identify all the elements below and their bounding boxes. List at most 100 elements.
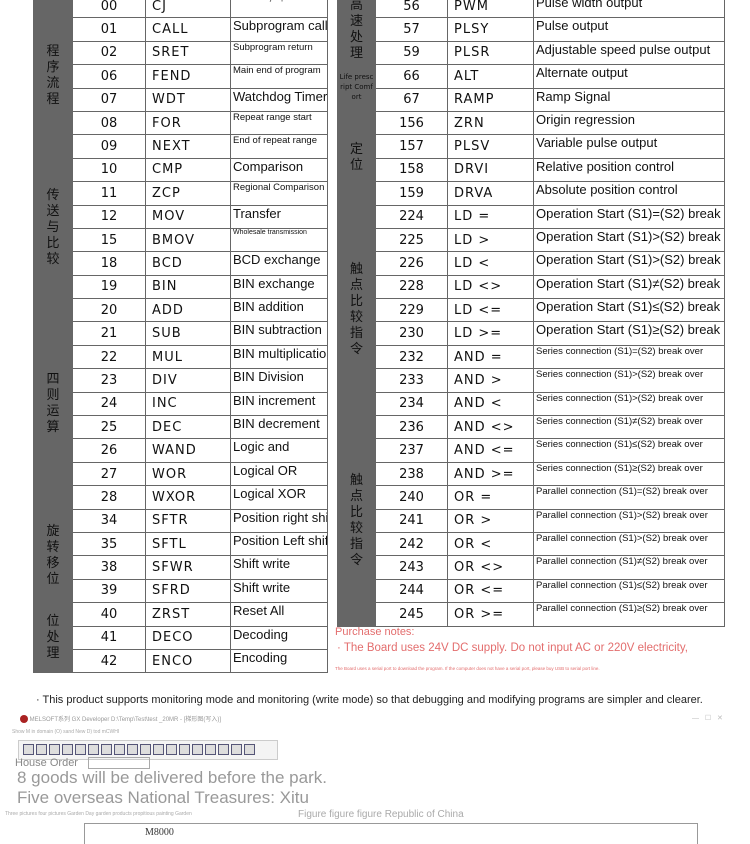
table-row: 242 OR < Parallel connection (S1)>(S2) bre…: [338, 531, 725, 557]
instruction-description: Logical XOR: [230, 485, 328, 510]
instruction-number: 234: [375, 391, 448, 417]
instruction-number: 10: [72, 157, 146, 183]
instruction-description: Logic and: [230, 438, 328, 463]
instruction-number: 25: [72, 415, 146, 440]
instruction-description: Parallel connection (S1)≠(S2) break over: [533, 555, 725, 580]
group-label: 程序流程: [33, 0, 73, 159]
toolbar[interactable]: [18, 740, 278, 760]
instruction-mnemonic: DIV: [145, 368, 231, 393]
menu-bar[interactable]: Show M in domain (O) sand New D) tod mCW…: [12, 729, 120, 735]
instruction-mnemonic: LD <: [447, 251, 534, 276]
instruction-number: 244: [375, 578, 448, 604]
instruction-mnemonic: PLSR: [447, 40, 534, 66]
instruction-mnemonic: FEND: [145, 64, 231, 89]
instruction-mnemonic: ALT: [447, 64, 534, 89]
group-label: 旋转移位: [33, 508, 73, 604]
instruction-description: BIN addition: [230, 298, 328, 323]
instruction-number: 40: [72, 602, 146, 627]
ladder-cell: M8000: [145, 827, 174, 838]
instruction-number: 226: [375, 251, 448, 276]
instruction-description: BIN decrement: [230, 415, 328, 440]
group-label-text: 程序流程: [46, 44, 60, 108]
instruction-number: 157: [375, 134, 448, 159]
table-row: 59 PLSR Adjustable speed pulse output: [338, 40, 725, 66]
overlay-text-2: Five overseas National Treasures: Xitu: [17, 788, 309, 807]
group-label-text: 定位: [349, 142, 363, 174]
instruction-number: 12: [72, 204, 146, 229]
instruction-number: 229: [375, 298, 448, 323]
table-row: 06 FEND Main end of program: [34, 64, 328, 89]
instruction-description: Reset All: [230, 602, 328, 627]
instruction-number: 240: [375, 485, 448, 510]
instruction-table-left: 程序流程00CJConditional jump01CALLSubprogram…: [33, 0, 328, 674]
table-row: 12 MOV Transfer: [34, 204, 328, 229]
instruction-description: Alternate output: [533, 64, 725, 89]
instruction-description: Comparison: [230, 157, 328, 183]
instruction-description: Series connection (S1)≠(S2) break over: [533, 415, 725, 440]
overlay-small-text: Three pictures four pictures Garden Day …: [5, 811, 192, 817]
instruction-mnemonic: AND =: [447, 344, 534, 370]
table-row: 01 CALL Subprogram call: [34, 17, 328, 42]
group-label-text: 触点比较指令: [349, 262, 363, 358]
instruction-number: 28: [72, 485, 146, 510]
instruction-mnemonic: CMP: [145, 157, 231, 183]
instruction-mnemonic: CJ: [145, 0, 231, 19]
instruction-description: BIN multiplication: [230, 344, 328, 370]
instruction-mnemonic: ZRST: [145, 602, 231, 627]
instruction-description: Decoding: [230, 625, 328, 650]
table-row: 238 AND >= Series connection (S1)≥(S2) bre…: [338, 461, 725, 487]
instruction-mnemonic: PWM: [447, 0, 534, 19]
house-order-input[interactable]: [87, 757, 150, 770]
instruction-description: Parallel connection (S1)>(S2) break over: [533, 531, 725, 557]
house-order-select[interactable]: House Order: [15, 757, 150, 770]
instruction-number: 24: [72, 391, 146, 417]
instruction-mnemonic: PLSY: [447, 17, 534, 42]
group-label: 定位: [337, 110, 376, 206]
table-row: 41 DECO Decoding: [34, 625, 328, 650]
group-label: Life prescript Comfort: [337, 64, 376, 112]
table-row: 158 DRVI Relative position control: [338, 157, 725, 183]
instruction-description: Operation Start (S1)>(S2) break over: [533, 227, 725, 253]
instruction-number: 245: [375, 602, 448, 627]
table-row: 229 LD <= Operation Start (S1)≤(S2) break …: [338, 298, 725, 323]
instruction-number: 09: [72, 134, 146, 159]
ladder-area[interactable]: M8000: [84, 823, 698, 844]
window-controls[interactable]: — ☐ ✕: [692, 715, 723, 722]
group-label: 高速处理: [337, 0, 376, 66]
instruction-table-right: 高速处理 56 PWM Pulse width output 57 PLSY Pulse o…: [337, 0, 725, 627]
instruction-number: 06: [72, 64, 146, 89]
table-row: 234 AND < Series connection (S1)>(S2) brea…: [338, 391, 725, 417]
instruction-description: Conditional jump: [230, 0, 328, 19]
group-label-text: 高速处理: [349, 0, 363, 61]
window-title: MELSOFT系列 GX Developer D:\Temp\Test\test…: [20, 714, 222, 724]
instruction-number: 159: [375, 181, 448, 206]
instruction-number: 66: [375, 64, 448, 89]
table-row: 高速处理 56 PWM Pulse width output: [337, 0, 725, 66]
table-row: 25 DEC BIN decrement: [34, 415, 328, 440]
table-row: 245 OR >= Parallel connection (S1)≥(S2) br…: [338, 602, 725, 627]
instruction-description: Operation Start (S1)>(S2) break over: [533, 251, 725, 276]
instruction-description: Series connection (S1)≤(S2) break over: [533, 438, 725, 463]
instruction-number: 243: [375, 555, 448, 580]
table-row: 28 WXOR Logical XOR: [34, 485, 328, 510]
instruction-number: 158: [375, 157, 448, 183]
window-title-text: MELSOFT系列 GX Developer D:\Temp\Test\test…: [29, 717, 222, 723]
table-row: 24 INC BIN increment: [34, 391, 328, 417]
group-label: 触点比较指令: [337, 415, 376, 627]
instruction-description: Position right shift: [230, 508, 328, 533]
group-label: 触点比较指令: [337, 204, 376, 417]
instruction-number: 225: [375, 227, 448, 253]
instruction-mnemonic: WXOR: [145, 485, 231, 510]
purchase-note-1: · The Board uses 24V DC supply. Do not i…: [337, 642, 688, 654]
instruction-description: Regional Comparison: [230, 181, 328, 206]
table-row: 42 ENCO Encoding: [34, 648, 328, 674]
table-row: 27 WOR Logical OR: [34, 461, 328, 487]
instruction-number: 242: [375, 531, 448, 557]
instruction-description: Parallel connection (S1)>(S2) break over: [533, 508, 725, 533]
instruction-mnemonic: INC: [145, 391, 231, 417]
table-row: Life prescript Comfort 66 ALT Alternate out…: [337, 64, 725, 112]
instruction-description: BIN increment: [230, 391, 328, 417]
instruction-number: 02: [72, 40, 146, 66]
table-row: 09 NEXT End of repeat range: [34, 134, 328, 159]
instruction-description: Series connection (S1)>(S2) break over: [533, 391, 725, 417]
